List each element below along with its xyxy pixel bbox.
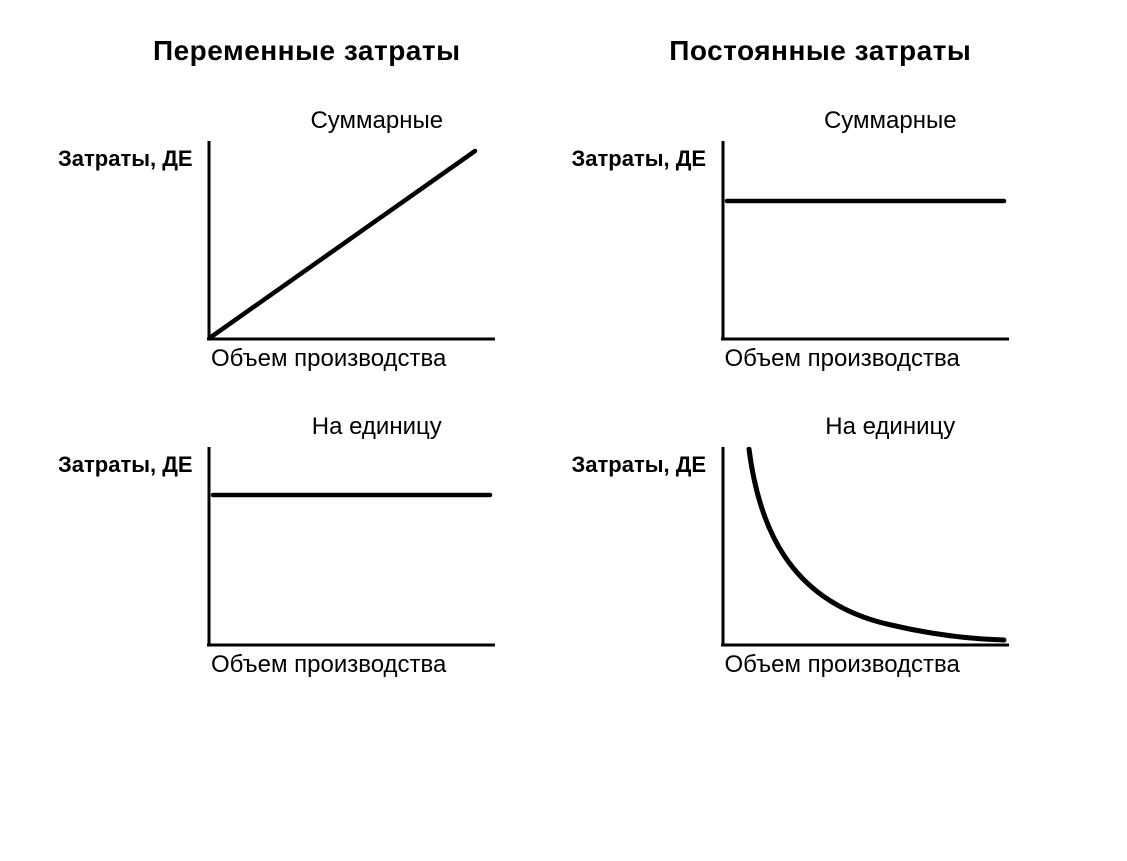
curve xyxy=(211,151,475,337)
x-axis-label: Объем производства xyxy=(719,651,1009,679)
chart-row: Затраты, ДЕ Объем производства xyxy=(564,447,1078,679)
chart-block-variable-unit: На единицу Затраты, ДЕ Объем производств… xyxy=(50,413,564,679)
chart-svg xyxy=(719,141,1009,341)
plot-variable-unit xyxy=(205,447,495,647)
x-axis-label: Объем производства xyxy=(205,345,495,373)
chart-subtitle: Суммарные xyxy=(704,107,1078,135)
x-axis-label: Объем производства xyxy=(205,651,495,679)
chart-block-variable-total: Суммарные Затраты, ДЕ Объем производства xyxy=(50,107,564,373)
x-axis-label: Объем производства xyxy=(719,345,1009,373)
chart-subtitle: На единицу xyxy=(190,413,564,441)
y-axis-label: Затраты, ДЕ xyxy=(564,141,719,172)
y-axis-label: Затраты, ДЕ xyxy=(564,447,719,478)
y-axis-label: Затраты, ДЕ xyxy=(50,447,205,478)
column-variable-costs: Переменные затраты Суммарные Затраты, ДЕ xyxy=(50,30,564,831)
y-axis-label: Затраты, ДЕ xyxy=(50,141,205,172)
plot-wrap: Объем производства xyxy=(205,447,495,679)
column-title: Переменные затраты xyxy=(153,35,461,67)
column-fixed-costs: Постоянные затраты Суммарные Затраты, ДЕ xyxy=(564,30,1078,831)
plot-wrap: Объем производства xyxy=(719,447,1009,679)
plot-fixed-unit xyxy=(719,447,1009,647)
curve xyxy=(749,449,1004,640)
plot-variable-total xyxy=(205,141,495,341)
plot-wrap: Объем производства xyxy=(719,141,1009,373)
page: Переменные затраты Суммарные Затраты, ДЕ xyxy=(0,0,1127,861)
chart-row: Затраты, ДЕ Объем производства xyxy=(564,141,1078,373)
chart-block-fixed-unit: На единицу Затраты, ДЕ Объем производств… xyxy=(564,413,1078,679)
columns-container: Переменные затраты Суммарные Затраты, ДЕ xyxy=(50,30,1077,831)
chart-row: Затраты, ДЕ Объем производства xyxy=(50,447,564,679)
chart-block-fixed-total: Суммарные Затраты, ДЕ Объем производства xyxy=(564,107,1078,373)
column-title: Постоянные затраты xyxy=(669,35,971,67)
chart-svg xyxy=(205,447,495,647)
chart-svg xyxy=(205,141,495,341)
chart-subtitle: На единицу xyxy=(704,413,1078,441)
chart-svg xyxy=(719,447,1009,647)
chart-row: Затраты, ДЕ Объем производства xyxy=(50,141,564,373)
plot-fixed-total xyxy=(719,141,1009,341)
chart-subtitle: Суммарные xyxy=(190,107,564,135)
plot-wrap: Объем производства xyxy=(205,141,495,373)
